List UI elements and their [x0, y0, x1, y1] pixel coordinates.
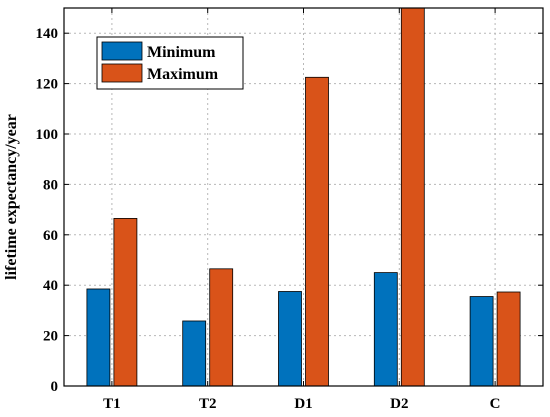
bar-minimum-d1: [278, 291, 302, 387]
y-tick-label: 100: [36, 127, 59, 143]
bar-maximum-t1: [113, 218, 138, 387]
bar-minimum-t2: [182, 320, 207, 387]
y-tick-label: 40: [43, 278, 58, 294]
legend-label-minimum: Minimum: [147, 44, 216, 61]
bar-maximum-d1: [305, 76, 329, 387]
y-tick-label: 140: [36, 26, 59, 42]
x-tick-label: D1: [294, 396, 312, 412]
bar-maximum-t2: [209, 268, 234, 387]
x-tick-label: T2: [199, 396, 217, 412]
bars: [86, 7, 521, 387]
grid-lines: [64, 8, 543, 386]
x-tick-label: T1: [103, 396, 121, 412]
y-tick-label: 120: [36, 77, 59, 93]
legend: Minimum Maximum: [96, 36, 244, 90]
legend-swatch-minimum: [101, 41, 143, 61]
y-tick-label: 0: [51, 379, 59, 395]
y-tick-label: 20: [43, 329, 58, 345]
bar-minimum-t1: [86, 288, 111, 387]
axis-ticks: 0 20 40 60 80 100 120 140 T1 T2 D1 D2 C: [36, 8, 543, 412]
bar-maximum-d2: [400, 7, 425, 387]
x-tick-label: D2: [390, 396, 408, 412]
legend-swatch-maximum: [101, 63, 143, 83]
bar-minimum-d2: [373, 272, 398, 387]
bar-maximum-c: [496, 291, 521, 387]
y-tick-label: 80: [43, 177, 58, 193]
y-axis-label: lifetime expectancy/year: [3, 114, 20, 280]
y-tick-label: 60: [43, 228, 58, 244]
x-tick-label: C: [490, 396, 501, 412]
legend-label-maximum: Maximum: [147, 66, 219, 83]
bar-minimum-c: [469, 296, 494, 387]
